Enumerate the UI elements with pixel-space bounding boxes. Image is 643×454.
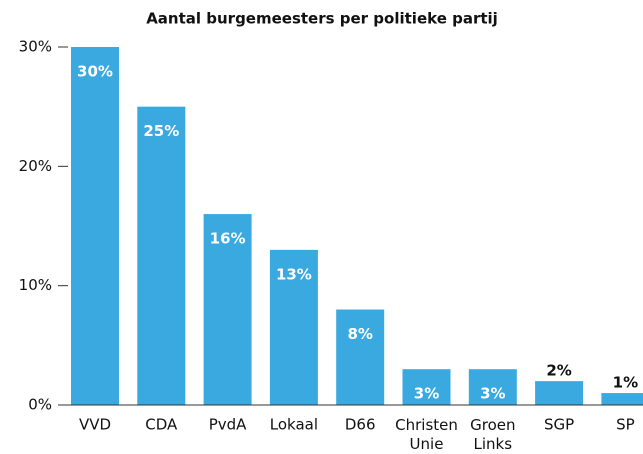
x-tick-label: Lokaal [270, 416, 318, 434]
x-tick-label: Groen Links [470, 416, 515, 453]
value-label: 13% [276, 265, 312, 283]
bar [137, 106, 186, 406]
y-tick-label: 20% [19, 157, 52, 175]
bar [71, 47, 119, 405]
bar [468, 369, 517, 405]
value-label: 25% [143, 122, 179, 140]
x-tick-label: SP [616, 416, 635, 434]
x-tick-label: PvdA [209, 416, 247, 434]
bar [269, 249, 318, 405]
x-tick-label: SGP [544, 416, 574, 434]
bar [601, 393, 643, 405]
x-tick-label: Christen Unie [395, 416, 458, 453]
value-label: 16% [210, 230, 246, 248]
value-label: 8% [347, 325, 372, 343]
y-tick-label: 30% [19, 38, 52, 56]
value-label: 3% [480, 385, 505, 403]
y-tick-label: 10% [19, 276, 52, 294]
x-tick-label: VVD [79, 416, 111, 434]
y-tick-label: 0% [28, 396, 52, 414]
x-tick-label: D66 [345, 416, 376, 434]
bar [402, 369, 451, 405]
bar [203, 214, 252, 405]
value-label: 1% [613, 374, 638, 392]
x-tick-label: CDA [145, 416, 178, 434]
value-label: 30% [77, 63, 113, 81]
value-label: 2% [546, 362, 571, 380]
bar [336, 309, 385, 405]
chart-title: Aantal burgemeesters per politieke parti… [146, 10, 498, 28]
value-label: 3% [414, 385, 439, 403]
bar [535, 381, 584, 405]
